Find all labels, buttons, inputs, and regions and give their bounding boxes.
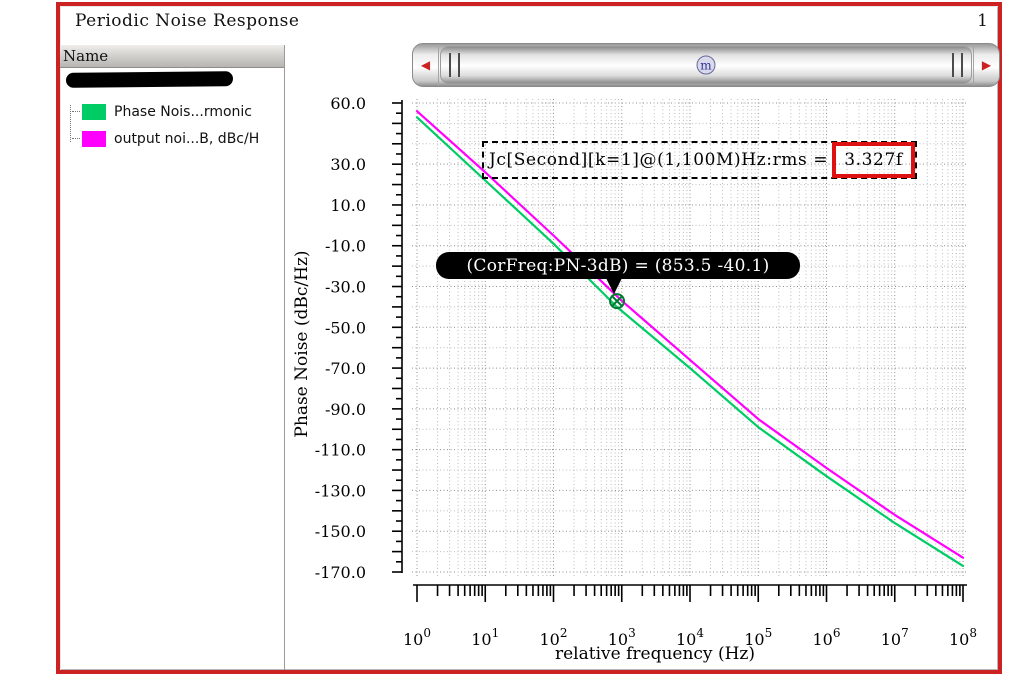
thumb-center-badge-icon[interactable]: m [696, 55, 716, 75]
svg-text:-170.0: -170.0 [315, 563, 366, 582]
legend-item-label: output noi...B, dBc/H [114, 131, 260, 147]
svg-text:-90.0: -90.0 [325, 400, 366, 419]
marker-tooltip: (CorFreq:PN-3dB) = (853.5 -40.1) [436, 252, 800, 294]
svg-text:102: 102 [540, 626, 568, 649]
rms-annotation-box[interactable]: Jc[Second][k=1]@(1,100M)Hz:rms = 3.327f [482, 141, 917, 179]
output-noise-color-swatch[interactable] [82, 131, 106, 147]
svg-text:30.0: 30.0 [330, 155, 366, 174]
svg-text:108: 108 [949, 626, 977, 649]
svg-text:101: 101 [471, 626, 499, 649]
pan-zoom-scrollbar[interactable]: ◀ m ▶ [412, 43, 1000, 87]
scrollbar-thumb[interactable]: m [440, 46, 972, 84]
svg-text:100: 100 [403, 626, 431, 649]
svg-text:-110.0: -110.0 [315, 441, 366, 460]
svg-text:105: 105 [744, 626, 772, 649]
scroll-right-button[interactable]: ▶ [973, 44, 999, 86]
x-axis-ticks [413, 584, 967, 602]
svg-text:10.0: 10.0 [330, 196, 366, 215]
svg-text:-50.0: -50.0 [325, 318, 366, 337]
thumb-grip-left[interactable] [449, 53, 460, 77]
svg-text:-70.0: -70.0 [325, 359, 366, 378]
svg-text:103: 103 [608, 626, 636, 649]
left-arrow-icon: ◀ [420, 58, 431, 72]
x-axis-title: relative frequency (Hz) [555, 644, 755, 664]
noise-curves[interactable] [415, 110, 965, 568]
scroll-left-button[interactable]: ◀ [413, 44, 439, 86]
svg-text:-10.0: -10.0 [325, 237, 366, 256]
legend-item-output-noise[interactable]: output noi...B, dBc/H [72, 129, 282, 149]
marker-tooltip-text: (CorFreq:PN-3dB) = (853.5 -40.1) [466, 255, 770, 276]
plot-window: Periodic Noise Response 1 Name Phase Noi… [56, 2, 1002, 674]
sidebar-divider [284, 45, 285, 670]
y-axis-ticks [392, 100, 403, 573]
svg-text:60.0: 60.0 [330, 94, 366, 113]
rms-annotation-label: Jc[Second][k=1]@(1,100M)Hz:rms = [489, 150, 829, 170]
window-title: Periodic Noise Response [75, 11, 300, 31]
pn-3db-marker[interactable] [609, 293, 626, 310]
rms-value-highlight: 3.327f [832, 142, 915, 178]
tree-stub [72, 138, 80, 140]
phase-noise-color-swatch[interactable] [82, 104, 106, 120]
svg-text:104: 104 [676, 626, 704, 649]
x-tick-labels: 100 101 102 103 104 105 106 107 108 [403, 626, 977, 649]
y-axis-title: Phase Noise (dBc/Hz) [292, 250, 312, 437]
legend-name-header[interactable]: Name [60, 45, 284, 68]
tree-stub [72, 111, 80, 113]
legend-item-label: Phase Nois...rmonic [114, 104, 252, 120]
legend-tree-line [70, 105, 72, 142]
thumb-grip-right[interactable] [952, 53, 963, 77]
y-tick-labels: 60.0 30.0 10.0 -10.0 -30.0 -50.0 -70.0 -90.0 -11… [315, 94, 366, 582]
legend-name-header-label: Name [63, 47, 109, 65]
svg-text:107: 107 [881, 626, 909, 649]
svg-text:-150.0: -150.0 [315, 522, 366, 541]
right-arrow-icon: ▶ [981, 58, 992, 72]
legend-item-phase-noise[interactable]: Phase Nois...rmonic [72, 102, 282, 122]
tooltip-pointer [606, 278, 622, 294]
svg-text:-30.0: -30.0 [325, 278, 366, 297]
svg-text:106: 106 [813, 626, 841, 649]
page-number: 1 [977, 11, 988, 31]
svg-text:-130.0: -130.0 [315, 481, 366, 500]
